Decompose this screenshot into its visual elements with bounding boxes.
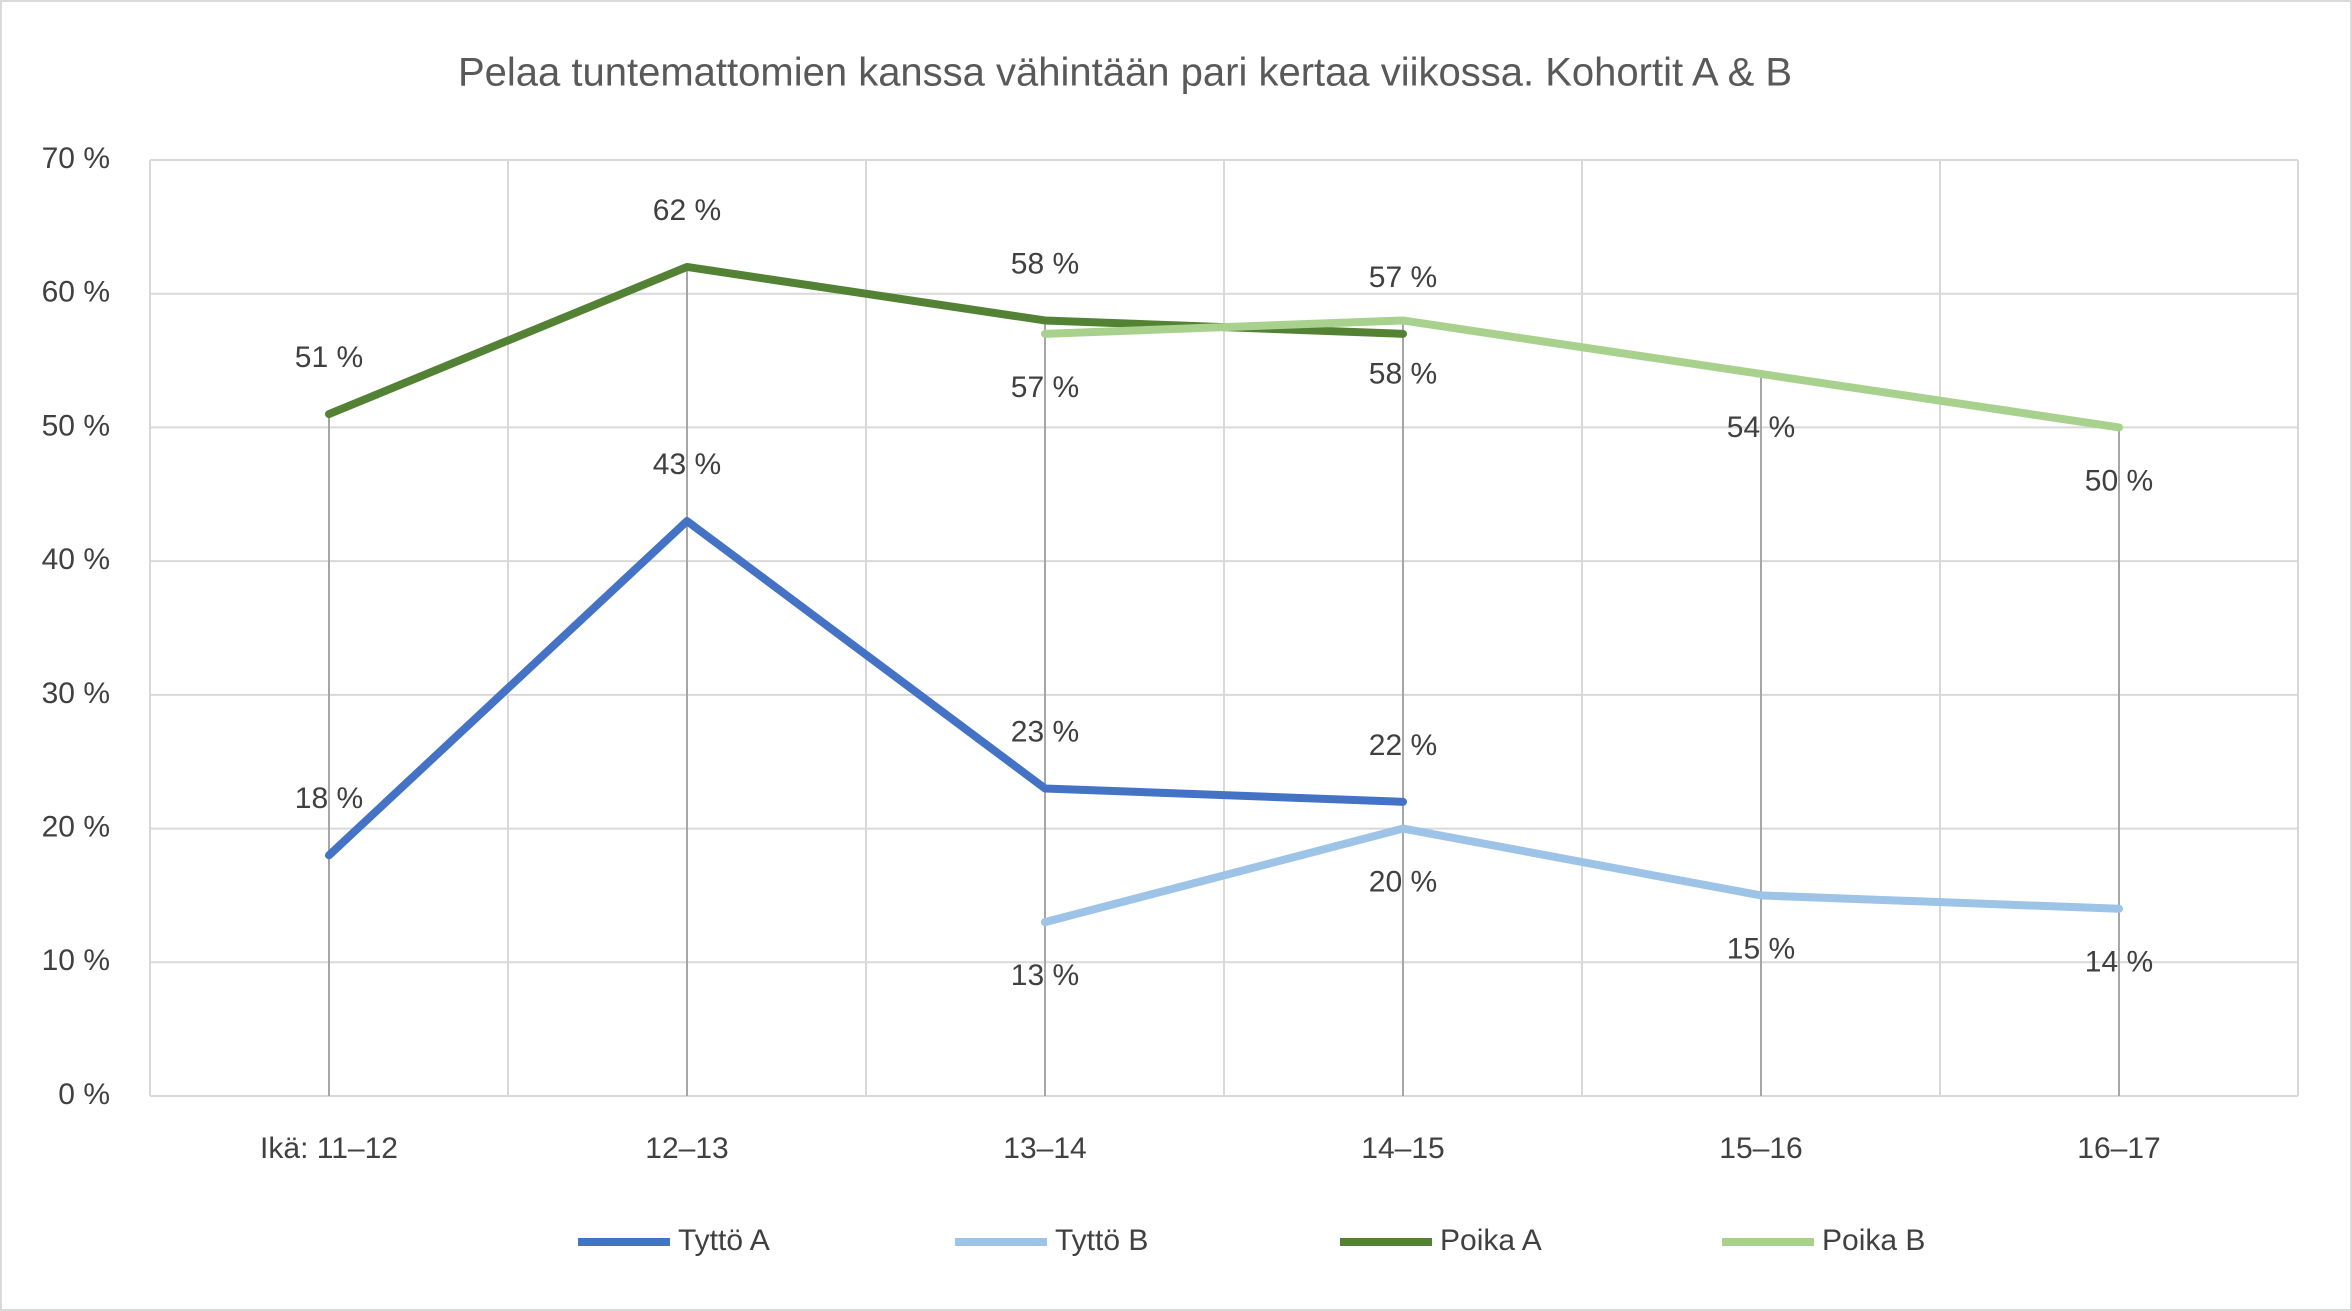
chart-title: Pelaa tuntemattomien kanssa vähintään pa… [458, 51, 1792, 95]
y-tick-label: 30 % [42, 677, 110, 710]
y-tick-label: 10 % [42, 944, 110, 977]
data-label: 23 % [1011, 715, 1079, 748]
data-label: 50 % [2085, 464, 2153, 497]
y-tick-label: 50 % [42, 409, 110, 442]
x-tick-label: Ikä: 11–12 [260, 1132, 398, 1165]
data-label: 51 % [295, 341, 363, 374]
data-label: 58 % [1011, 247, 1079, 280]
data-label: 13 % [1011, 959, 1079, 992]
legend-label: Poika A [1440, 1224, 1542, 1257]
x-tick-label: 13–14 [1003, 1132, 1086, 1165]
legend-label: Tyttö B [1055, 1224, 1148, 1257]
x-tick-label: 12–13 [645, 1132, 728, 1165]
data-label: 58 % [1369, 357, 1437, 390]
data-label: 43 % [653, 448, 721, 481]
series-line [1041, 824, 2123, 927]
data-label: 15 % [1727, 932, 1795, 965]
data-label: 62 % [653, 194, 721, 227]
data-label: 20 % [1369, 865, 1437, 898]
data-label: 54 % [1727, 411, 1795, 444]
data-label: 14 % [2085, 946, 2153, 979]
data-label: 57 % [1369, 261, 1437, 294]
x-tick-label: 15–16 [1719, 1132, 1802, 1165]
series-line [1041, 316, 2123, 432]
data-label: 22 % [1369, 729, 1437, 762]
y-tick-label: 0 % [58, 1078, 110, 1111]
y-tick-label: 60 % [42, 276, 110, 309]
x-tick-label: 16–17 [2077, 1132, 2160, 1165]
data-label: 57 % [1011, 371, 1079, 404]
y-tick-label: 70 % [42, 142, 110, 175]
y-tick-label: 40 % [42, 543, 110, 576]
data-label: 18 % [295, 782, 363, 815]
legend-label: Tyttö A [678, 1224, 770, 1257]
legend-label: Poika B [1822, 1224, 1925, 1257]
y-tick-label: 20 % [42, 810, 110, 843]
series-line [325, 517, 1407, 860]
x-tick-label: 14–15 [1361, 1132, 1444, 1165]
